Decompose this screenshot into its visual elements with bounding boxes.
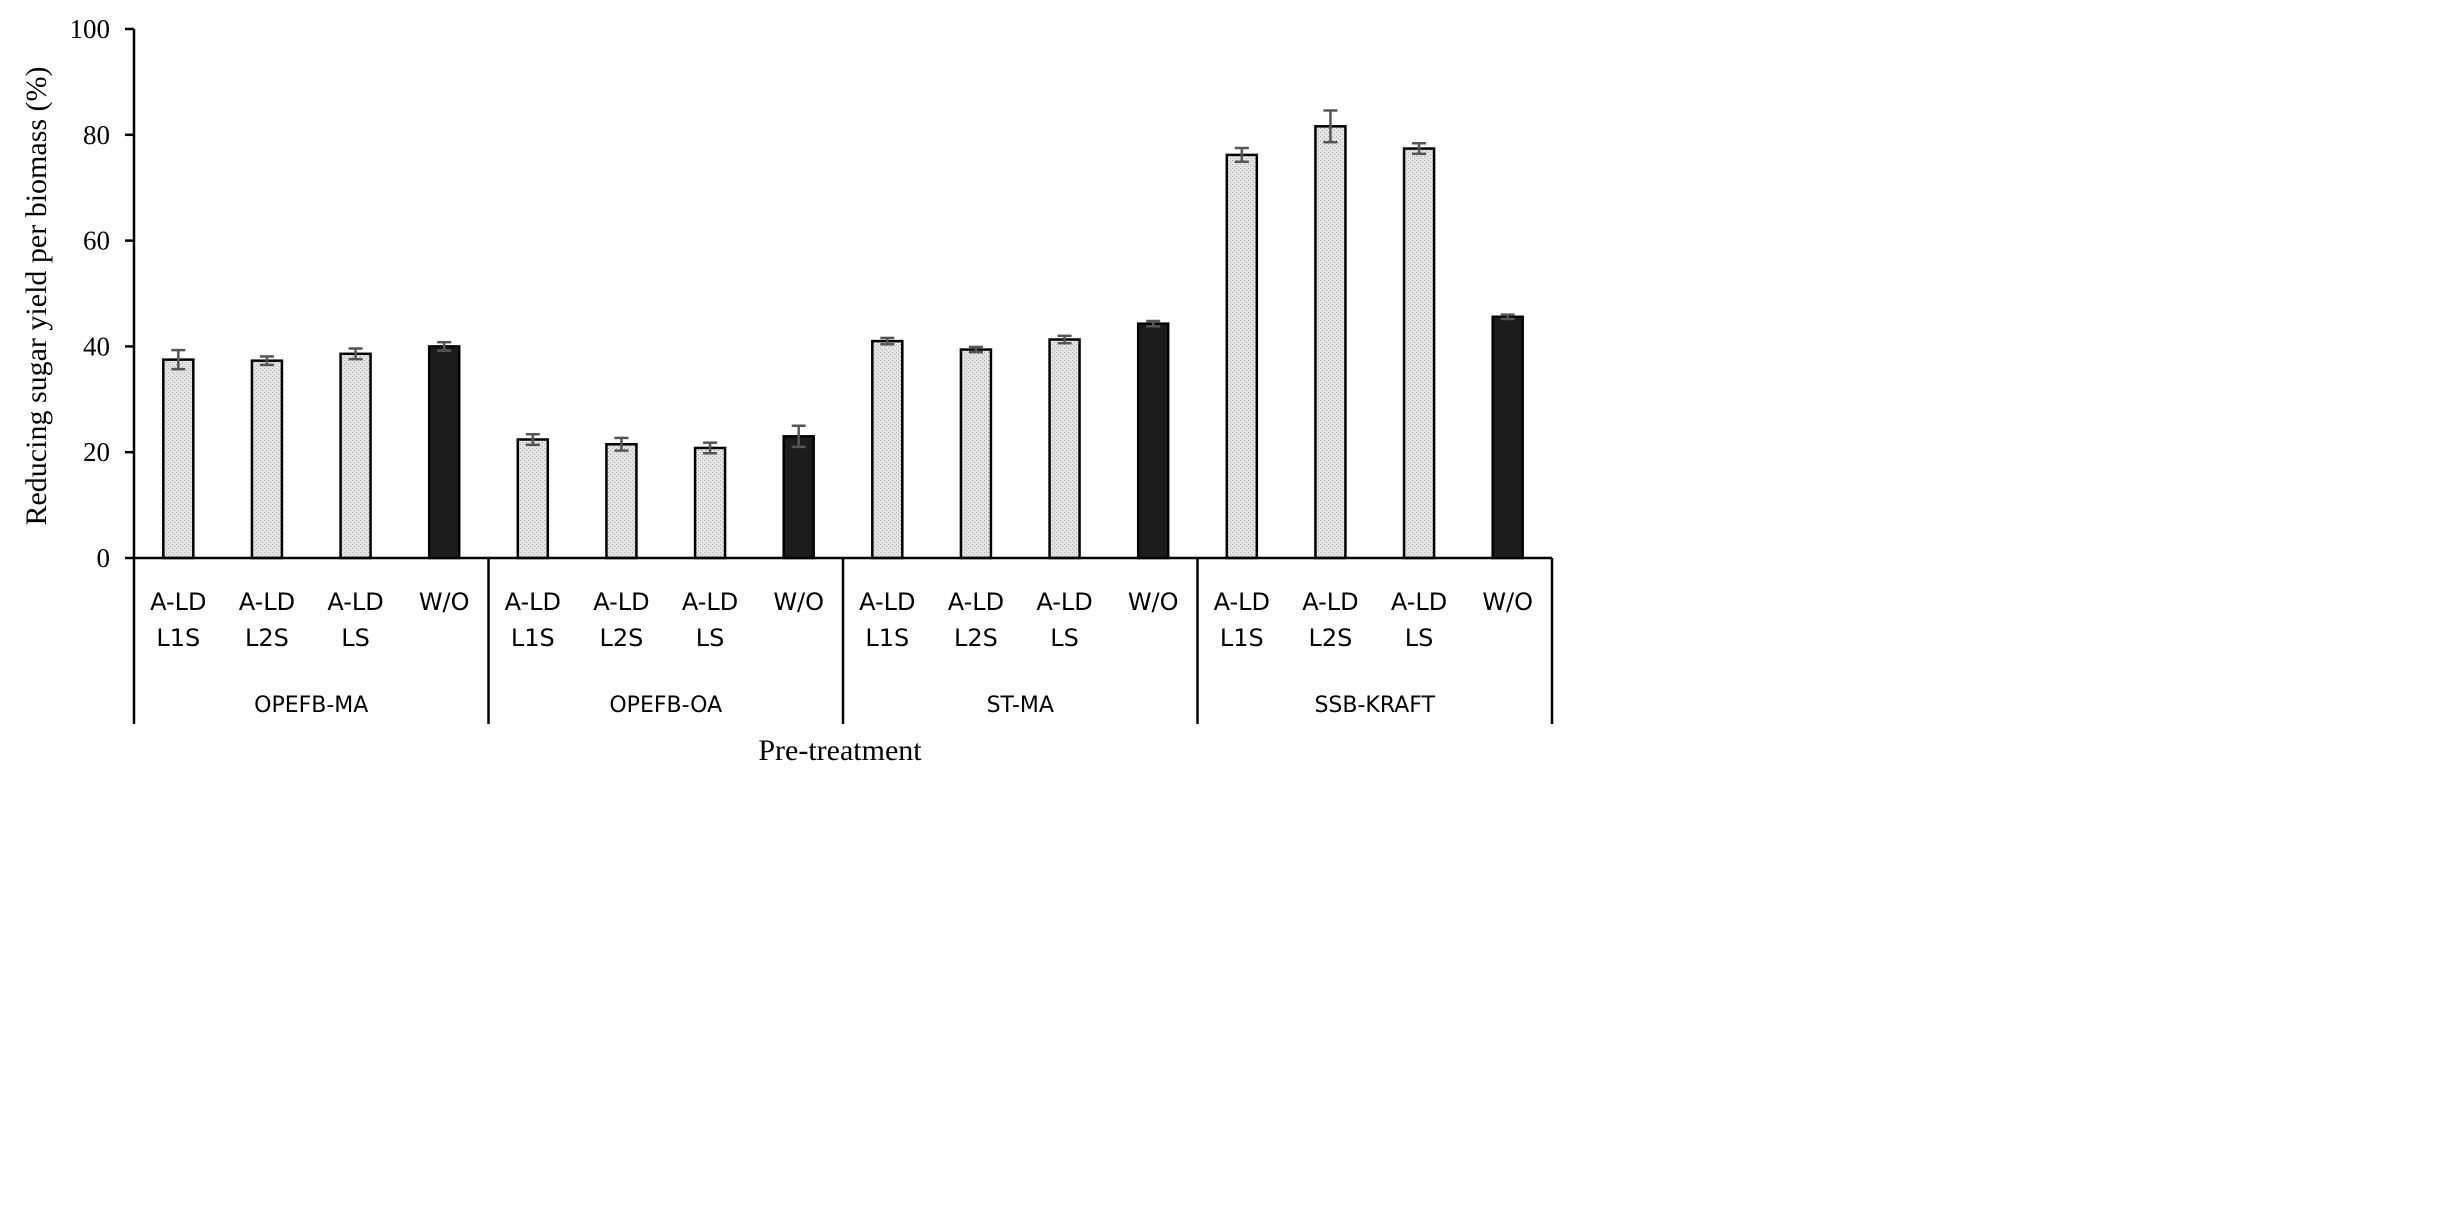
- y-axis: 0 20 40 60 80 100: [70, 14, 136, 573]
- x-category-label: L1S: [865, 624, 909, 652]
- x-category-label: W/O: [419, 588, 470, 616]
- bar: [1136, 322, 1170, 560]
- x-category-label: A-LD: [239, 588, 295, 616]
- bar: [1048, 338, 1081, 560]
- bar: [162, 358, 195, 560]
- group-label: OPEFB-OA: [609, 693, 722, 718]
- y-tick-label: 20: [83, 437, 110, 467]
- chart-svg: 0 20 40 60 80 100 OPEFB-MA A-LD L1S A-LD L2S A-LD L…: [20, 14, 1554, 767]
- x-category-label: A-LD: [1036, 588, 1092, 616]
- x-category-label: LS: [341, 624, 370, 652]
- x-category-label: LS: [1050, 624, 1079, 652]
- bars-layer: [162, 109, 1524, 560]
- y-axis-title: Reducing sugar yield per biomass (%): [20, 66, 53, 525]
- x-category-label: A-LD: [1391, 588, 1447, 616]
- bar: [339, 352, 372, 560]
- x-category-label: W/O: [1128, 588, 1179, 616]
- x-category-label: A-LD: [505, 588, 561, 616]
- bar-chart: 0 20 40 60 80 100 OPEFB-MA A-LD L1S A-LD L2S A-LD L…: [0, 0, 1568, 778]
- group-label: SSB-KRAFT: [1314, 693, 1435, 718]
- x-category-label: LS: [696, 624, 725, 652]
- y-tick-label: 0: [97, 543, 111, 573]
- bar: [427, 345, 461, 560]
- y-tick-label: 100: [70, 14, 111, 44]
- x-category-label: L2S: [954, 624, 998, 652]
- x-category-label: L1S: [156, 624, 200, 652]
- x-category-label: L2S: [1309, 624, 1353, 652]
- y-tick-label: 80: [83, 120, 110, 150]
- x-category-label: L1S: [511, 624, 555, 652]
- bar: [1491, 315, 1524, 560]
- x-category-label: A-LD: [1302, 588, 1358, 616]
- x-category-label: A-LD: [593, 588, 649, 616]
- bar: [605, 443, 638, 560]
- bar: [959, 348, 993, 560]
- x-category-label: A-LD: [1214, 588, 1270, 616]
- x-category-label: W/O: [773, 588, 824, 616]
- group-label: ST-MA: [987, 693, 1054, 718]
- x-category-label: A-LD: [150, 588, 206, 616]
- bar: [871, 339, 904, 560]
- x-category-label: W/O: [1482, 588, 1533, 616]
- bar: [1314, 125, 1347, 560]
- group-label: OPEFB-MA: [254, 693, 368, 718]
- bar: [1225, 153, 1259, 560]
- x-axis-title: Pre-treatment: [758, 734, 922, 767]
- bar: [516, 438, 550, 560]
- x-axis: OPEFB-MA A-LD L1S A-LD L2S A-LD LS W/O OPEFB-OA A…: [132, 556, 1554, 724]
- x-category-label: L2S: [245, 624, 289, 652]
- x-category-label: A-LD: [682, 588, 738, 616]
- bar: [1402, 147, 1436, 560]
- bar: [250, 359, 284, 560]
- bar: [782, 435, 815, 560]
- y-tick-label: 40: [83, 331, 110, 361]
- x-category-label: L1S: [1220, 624, 1264, 652]
- x-category-label: LS: [1405, 624, 1434, 652]
- x-category-label: A-LD: [948, 588, 1004, 616]
- x-category-label: A-LD: [859, 588, 915, 616]
- bar: [693, 446, 727, 560]
- y-tick-label: 60: [83, 226, 110, 256]
- x-category-label: L2S: [600, 624, 644, 652]
- x-category-label: A-LD: [327, 588, 383, 616]
